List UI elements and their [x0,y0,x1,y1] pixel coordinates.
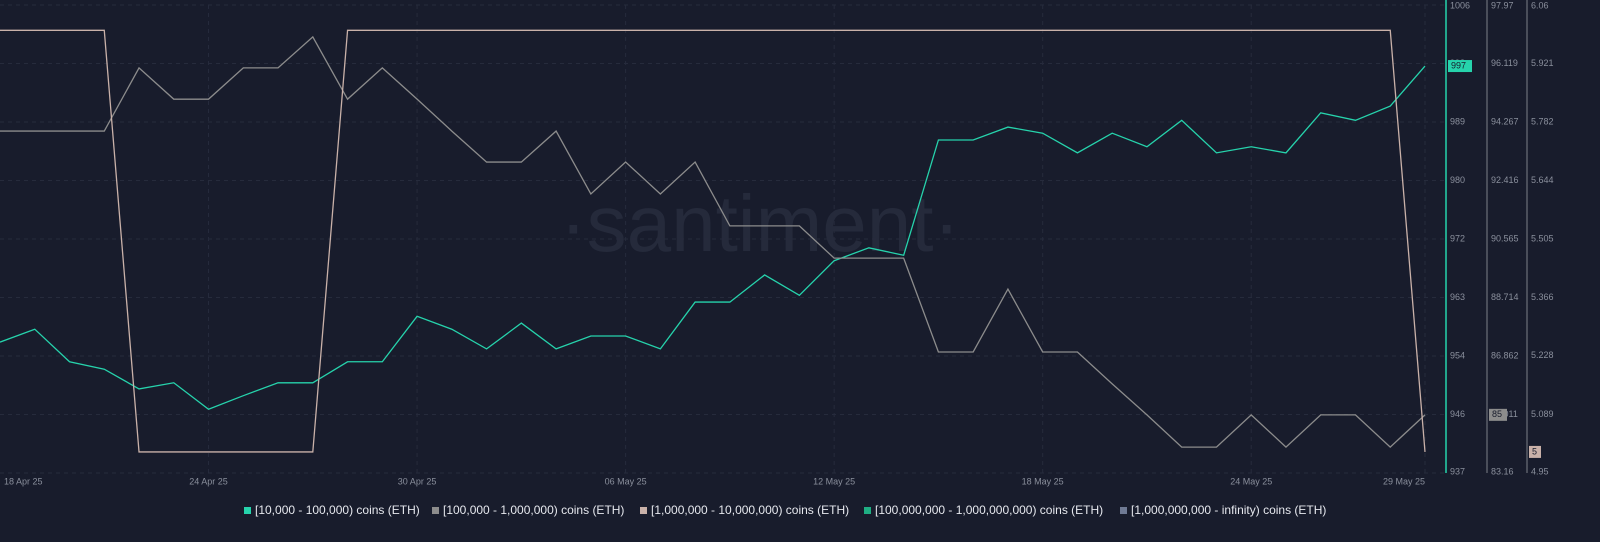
y-tick-label: 5.505 [1531,233,1554,243]
y-tick-label: 97.97 [1491,0,1514,10]
series-line [0,29,1426,453]
x-tick-label: 06 May 25 [605,476,647,486]
y-tick-label: 963 [1450,292,1465,302]
value-marker-box [1448,60,1472,73]
y-tick-label: 5.921 [1531,58,1554,68]
y-tick-label: 1006 [1450,0,1470,10]
legend-swatch [640,507,647,514]
value-label: 997 [1451,60,1466,70]
value-label: 85 [1492,409,1502,419]
y-tick-label: 5.644 [1531,175,1554,185]
legend-label: [100,000 - 1,000,000) coins (ETH) [443,503,624,517]
y-tick-label: 6.06 [1531,0,1549,10]
x-tick-label: 18 May 25 [1022,476,1064,486]
y-tick-label: 989 [1450,116,1465,126]
x-tick-label: 24 May 25 [1230,476,1272,486]
y-tick-label: 94.267 [1491,116,1519,126]
value-marker: 5 [1529,445,1541,458]
legend-label: [1,000,000 - 10,000,000) coins (ETH) [651,503,849,517]
y-tick-label: 5.366 [1531,292,1554,302]
y-tick-label: 92.416 [1491,175,1519,185]
y-tick-label: 96.119 [1491,58,1518,68]
legend-swatch [1120,507,1127,514]
value-marker-box [1489,408,1507,421]
x-tick-label: 12 May 25 [813,476,855,486]
legend-label: [100,000,000 - 1,000,000,000) coins (ETH… [875,503,1103,517]
y-tick-label: 954 [1450,350,1465,360]
value-marker: 997 [1448,60,1472,73]
y-tick-label: 5.228 [1531,350,1554,360]
legend-swatch [864,507,871,514]
y-tick-label: 88.714 [1491,292,1519,302]
legend-label: [1,000,000,000 - infinity) coins (ETH) [1131,503,1326,517]
series-line [0,65,1426,410]
series-line [0,35,1426,448]
y-tick-label: 937 [1450,466,1465,476]
x-tick-label: 24 Apr 25 [189,476,228,486]
value-marker-box [1529,445,1541,458]
legend-swatch [244,507,251,514]
y-tick-label: 83.16 [1491,466,1514,476]
value-label: 5 [1532,446,1537,456]
legend-label: [10,000 - 100,000) coins (ETH) [255,503,420,517]
y-tick-label: 90.565 [1491,233,1519,243]
legend-swatch [432,507,439,514]
y-tick-label: 946 [1450,409,1465,419]
x-tick-label: 18 Apr 25 [4,476,43,486]
x-tick-label: 29 May 25 [1383,476,1425,486]
y-tick-label: 4.95 [1531,466,1549,476]
y-tick-label: 980 [1450,175,1465,185]
y-tick-label: 86.862 [1491,350,1519,360]
legend: [10,000 - 100,000) coins (ETH) [100,000 -… [244,503,1326,517]
value-marker: 85 [1489,408,1507,421]
y-tick-label: 972 [1450,233,1465,243]
x-tick-label: 30 Apr 25 [398,476,437,486]
y-tick-label: 5.782 [1531,117,1554,127]
y-tick-label: 5.089 [1531,409,1554,419]
